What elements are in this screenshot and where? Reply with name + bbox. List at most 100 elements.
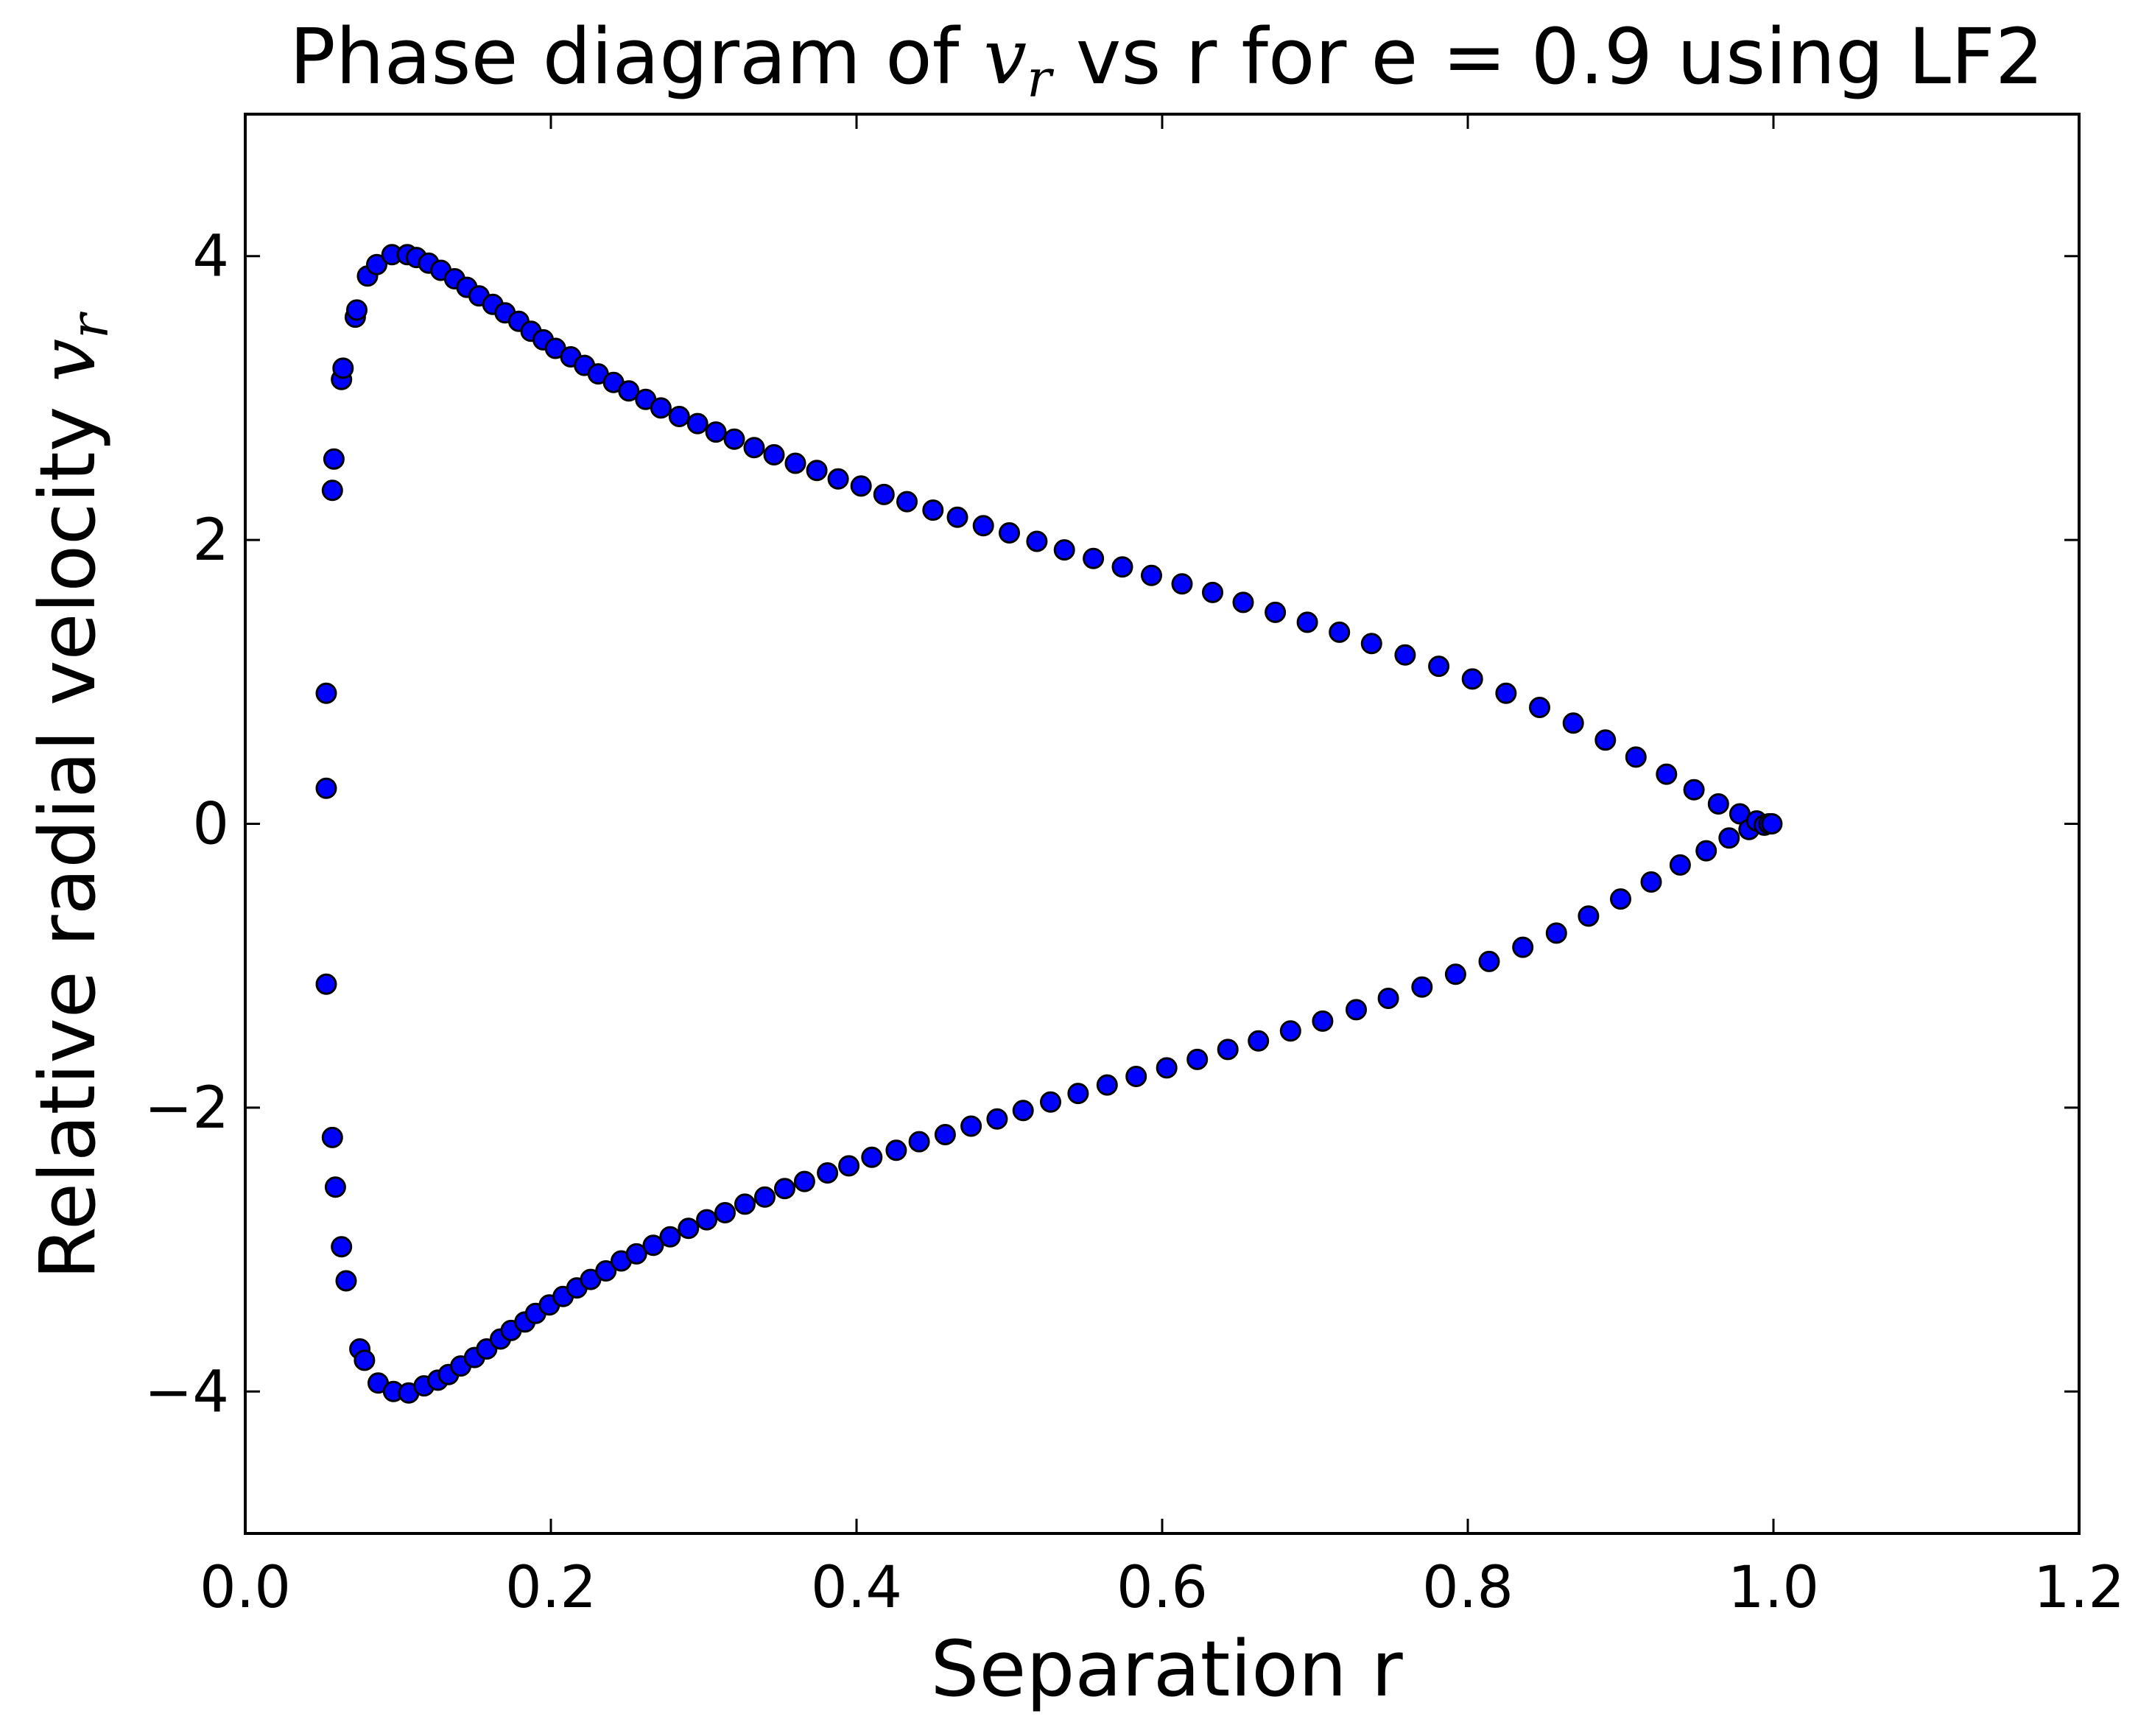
data-point bbox=[625, 1243, 647, 1265]
data-point bbox=[763, 444, 785, 465]
x-tick-label: 0.8 bbox=[1422, 1555, 1513, 1621]
data-point bbox=[1111, 556, 1133, 578]
data-point bbox=[366, 253, 387, 275]
axis-ticks: 0.0 0.2 0.4 0.6 0.8 1.0 1.2 −4 −2 0 2 4 bbox=[144, 114, 2125, 1621]
data-point bbox=[1718, 827, 1740, 849]
y-tick-label: 0 bbox=[192, 792, 229, 858]
data-point bbox=[1186, 1048, 1209, 1070]
data-point bbox=[321, 1126, 343, 1148]
data-point bbox=[1594, 729, 1617, 751]
data-point bbox=[1312, 1010, 1334, 1032]
data-point bbox=[1377, 988, 1399, 1009]
data-point bbox=[986, 1108, 1008, 1130]
data-point bbox=[1669, 854, 1691, 876]
data-point bbox=[1040, 1091, 1061, 1113]
data-point bbox=[1125, 1066, 1147, 1087]
data-point bbox=[1761, 813, 1783, 834]
chart-title: Phase diagram of vr vs r for e = 0.9 usi… bbox=[289, 12, 2044, 109]
data-point bbox=[714, 1202, 736, 1223]
data-point bbox=[1625, 746, 1647, 768]
data-point bbox=[946, 506, 968, 528]
data-point bbox=[1141, 564, 1162, 586]
data-point bbox=[873, 483, 895, 505]
data-point bbox=[696, 1209, 718, 1231]
y-tick-label: −4 bbox=[144, 1359, 229, 1425]
data-point bbox=[754, 1186, 776, 1208]
data-point bbox=[885, 1139, 907, 1162]
data-point bbox=[1156, 1057, 1178, 1079]
data-point bbox=[817, 1162, 839, 1184]
data-point bbox=[1683, 779, 1705, 801]
data-point bbox=[595, 1260, 617, 1282]
data-point bbox=[1428, 656, 1450, 678]
data-point bbox=[723, 428, 745, 450]
data-point bbox=[1053, 539, 1075, 561]
data-point bbox=[850, 475, 872, 497]
data-point bbox=[922, 499, 944, 521]
data-point bbox=[331, 1236, 353, 1258]
data-point bbox=[1610, 888, 1631, 910]
data-point bbox=[1695, 840, 1717, 862]
data-point bbox=[315, 682, 337, 704]
data-point bbox=[1096, 1074, 1118, 1096]
data-point bbox=[1248, 1030, 1270, 1052]
data-point bbox=[668, 406, 690, 427]
data-point bbox=[1478, 950, 1500, 972]
data-point bbox=[618, 380, 640, 402]
data-point bbox=[1461, 668, 1483, 690]
data-point bbox=[1012, 1100, 1034, 1122]
data-point bbox=[806, 460, 828, 482]
data-point bbox=[793, 1170, 815, 1192]
data-point bbox=[1495, 682, 1517, 704]
data-point bbox=[315, 777, 337, 799]
data-point bbox=[1444, 963, 1466, 985]
data-point bbox=[784, 452, 806, 474]
data-point bbox=[323, 448, 345, 470]
data-point bbox=[999, 522, 1020, 544]
data-point bbox=[734, 1193, 756, 1215]
data-point bbox=[642, 1234, 664, 1257]
data-point bbox=[1329, 621, 1351, 643]
x-tick-label: 0.0 bbox=[200, 1555, 291, 1621]
data-point bbox=[1529, 697, 1550, 718]
data-point bbox=[1512, 936, 1534, 958]
y-tick-label: 2 bbox=[192, 507, 229, 574]
scatter-markers bbox=[315, 244, 1783, 1404]
data-point bbox=[960, 1115, 982, 1137]
data-point bbox=[332, 357, 354, 379]
data-point bbox=[1232, 591, 1254, 614]
data-point bbox=[1411, 976, 1433, 998]
data-point bbox=[1360, 633, 1382, 655]
data-point bbox=[896, 491, 918, 513]
data-point bbox=[1265, 601, 1287, 623]
y-tick-label: −2 bbox=[144, 1075, 229, 1142]
data-point bbox=[1346, 999, 1367, 1021]
data-point bbox=[861, 1146, 883, 1168]
y-tick-label: 4 bbox=[192, 224, 229, 290]
x-tick-label: 1.0 bbox=[1728, 1555, 1819, 1621]
y-axis-label: Relative radial velocity vr bbox=[23, 312, 120, 1280]
data-point bbox=[686, 412, 708, 435]
data-point bbox=[908, 1131, 930, 1153]
data-point bbox=[1656, 763, 1678, 785]
data-point bbox=[1707, 793, 1729, 815]
data-point bbox=[1296, 611, 1318, 633]
data-point bbox=[774, 1178, 795, 1200]
data-point bbox=[1394, 644, 1416, 666]
data-point bbox=[1067, 1083, 1089, 1105]
data-point bbox=[1578, 905, 1600, 927]
data-point bbox=[335, 1270, 357, 1292]
data-point bbox=[934, 1124, 956, 1145]
data-point bbox=[659, 1226, 681, 1248]
data-point bbox=[1640, 871, 1662, 893]
data-point bbox=[1217, 1039, 1239, 1061]
data-point bbox=[650, 397, 672, 419]
x-tick-label: 0.6 bbox=[1117, 1555, 1208, 1621]
data-point bbox=[321, 479, 343, 502]
data-point bbox=[346, 299, 368, 321]
data-point bbox=[678, 1217, 700, 1240]
data-point bbox=[1026, 530, 1048, 552]
data-point bbox=[354, 1349, 376, 1371]
data-point bbox=[1562, 712, 1584, 734]
